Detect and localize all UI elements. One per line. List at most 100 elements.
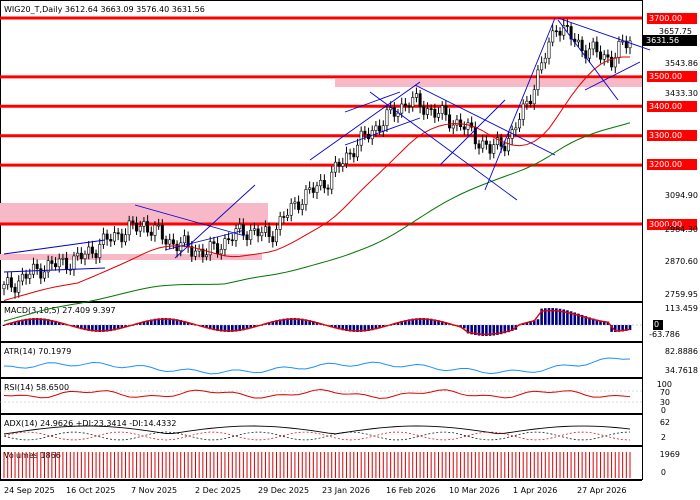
- candle-body: [348, 152, 352, 155]
- candle-body: [227, 238, 231, 241]
- candle-body: [385, 109, 389, 126]
- candle-body: [17, 280, 21, 293]
- macd-bar: [304, 319, 308, 325]
- candle-body: [179, 242, 183, 252]
- candle-body: [135, 222, 139, 232]
- candle-body: [595, 41, 599, 53]
- pane-frame: [0, 446, 643, 480]
- macd-bar: [411, 318, 415, 325]
- candle-body: [212, 241, 216, 244]
- candle-body: [543, 57, 547, 64]
- macd-bar: [591, 318, 595, 325]
- macd-bar: [566, 310, 569, 325]
- candle-body: [462, 126, 466, 130]
- macd-bar: [102, 325, 105, 332]
- macd-bar: [39, 318, 43, 325]
- macd-bar: [418, 318, 422, 325]
- macd-bar: [507, 325, 510, 333]
- rsi-pane[interactable]: RSI(14) 58.6500: [0, 378, 700, 414]
- macd-bar: [153, 318, 157, 325]
- candle-body: [591, 41, 595, 50]
- candle-body: [587, 48, 591, 59]
- macd-bar: [525, 322, 529, 325]
- candle-body: [87, 246, 91, 255]
- candle-body: [263, 226, 267, 233]
- level-label-3200[interactable]: 3200.00: [647, 159, 697, 170]
- macd-bar: [231, 325, 234, 332]
- candle-body: [120, 233, 124, 243]
- macd-bar: [238, 325, 241, 332]
- price-pane[interactable]: WIG20_T,Daily 3612.64 3663.09 3576.40 36…: [0, 0, 700, 302]
- macd-scale-max: 113.459: [664, 304, 698, 313]
- level-label-3700[interactable]: 3700.00: [647, 13, 697, 24]
- level-label-3300[interactable]: 3300.00: [647, 130, 697, 141]
- atr-title: ATR(14) 70.1979: [4, 347, 72, 356]
- adx-title: ADX(14) 24.9626 +DI:23.3414 -DI:14.4332: [4, 419, 177, 428]
- macd-bar: [610, 325, 613, 332]
- macd-bar: [286, 318, 289, 325]
- macd-bar: [613, 325, 617, 332]
- atr-pane[interactable]: ATR(14) 70.1979: [0, 342, 700, 378]
- volumes-pane[interactable]: Volumes 1866: [0, 446, 700, 480]
- atr-line: [3, 357, 631, 375]
- macd-bar: [10, 322, 13, 325]
- level-label-3000[interactable]: 3000.00: [647, 219, 697, 230]
- candle-body: [466, 122, 470, 130]
- candle-body: [260, 232, 264, 237]
- candle-body: [613, 57, 617, 68]
- macd-bar: [297, 318, 300, 325]
- candle-body: [337, 161, 341, 167]
- macd-bar: [149, 319, 153, 325]
- moving-average-green: [3, 122, 631, 322]
- pane-frame: [0, 414, 643, 446]
- candle-body: [208, 241, 212, 256]
- time-label: 2 Dec 2025: [195, 486, 242, 495]
- macd-bar: [334, 325, 337, 329]
- candle-body: [344, 152, 348, 164]
- macd-bar: [459, 325, 462, 328]
- candle-body: [495, 137, 499, 145]
- candle-body: [2, 284, 6, 290]
- level-label-3400[interactable]: 3400.00: [647, 101, 697, 112]
- rsi-title: RSI(14) 58.6500: [4, 383, 70, 392]
- trendline: [164, 229, 246, 251]
- macd-bar: [400, 321, 403, 325]
- candle-body: [238, 223, 242, 229]
- macd-bar: [278, 319, 282, 325]
- pane-frame: [0, 342, 643, 378]
- macd-bar: [477, 325, 481, 336]
- macd-bar: [308, 320, 311, 325]
- candle-body: [57, 258, 61, 268]
- candle-body: [83, 253, 87, 260]
- macd-pane[interactable]: MACD(3,10,5) 27.409 9.397: [0, 302, 700, 342]
- macd-bar: [113, 325, 116, 331]
- minus-di-line: [3, 431, 631, 441]
- candle-body: [54, 263, 58, 268]
- candle-body: [403, 103, 407, 107]
- candle-body: [256, 228, 260, 237]
- macd-bar: [536, 319, 540, 325]
- candle-body: [422, 106, 426, 115]
- candle-body: [470, 122, 474, 128]
- price-scale-1: 3543.86: [664, 59, 698, 68]
- adx-pane[interactable]: ADX(14) 24.9626 +DI:23.3414 -DI:14.4332: [0, 414, 700, 446]
- candle-body: [440, 105, 444, 114]
- candle-body: [190, 246, 194, 257]
- macd-bar: [175, 319, 179, 325]
- candle-body: [234, 228, 238, 241]
- candle-body: [610, 56, 614, 68]
- candle-body: [79, 252, 83, 260]
- macd-bar: [2, 325, 6, 326]
- pane-frame: [0, 378, 643, 414]
- level-label-3500[interactable]: 3500.00: [647, 71, 697, 82]
- candle-body: [599, 51, 603, 60]
- candle-body: [39, 268, 43, 279]
- macd-bar: [367, 325, 370, 331]
- candle-body: [271, 236, 275, 243]
- macd-bar: [289, 318, 293, 325]
- candle-body: [35, 263, 39, 269]
- candle-body: [308, 187, 312, 190]
- macd-bar: [91, 325, 94, 332]
- macd-bar: [599, 320, 602, 325]
